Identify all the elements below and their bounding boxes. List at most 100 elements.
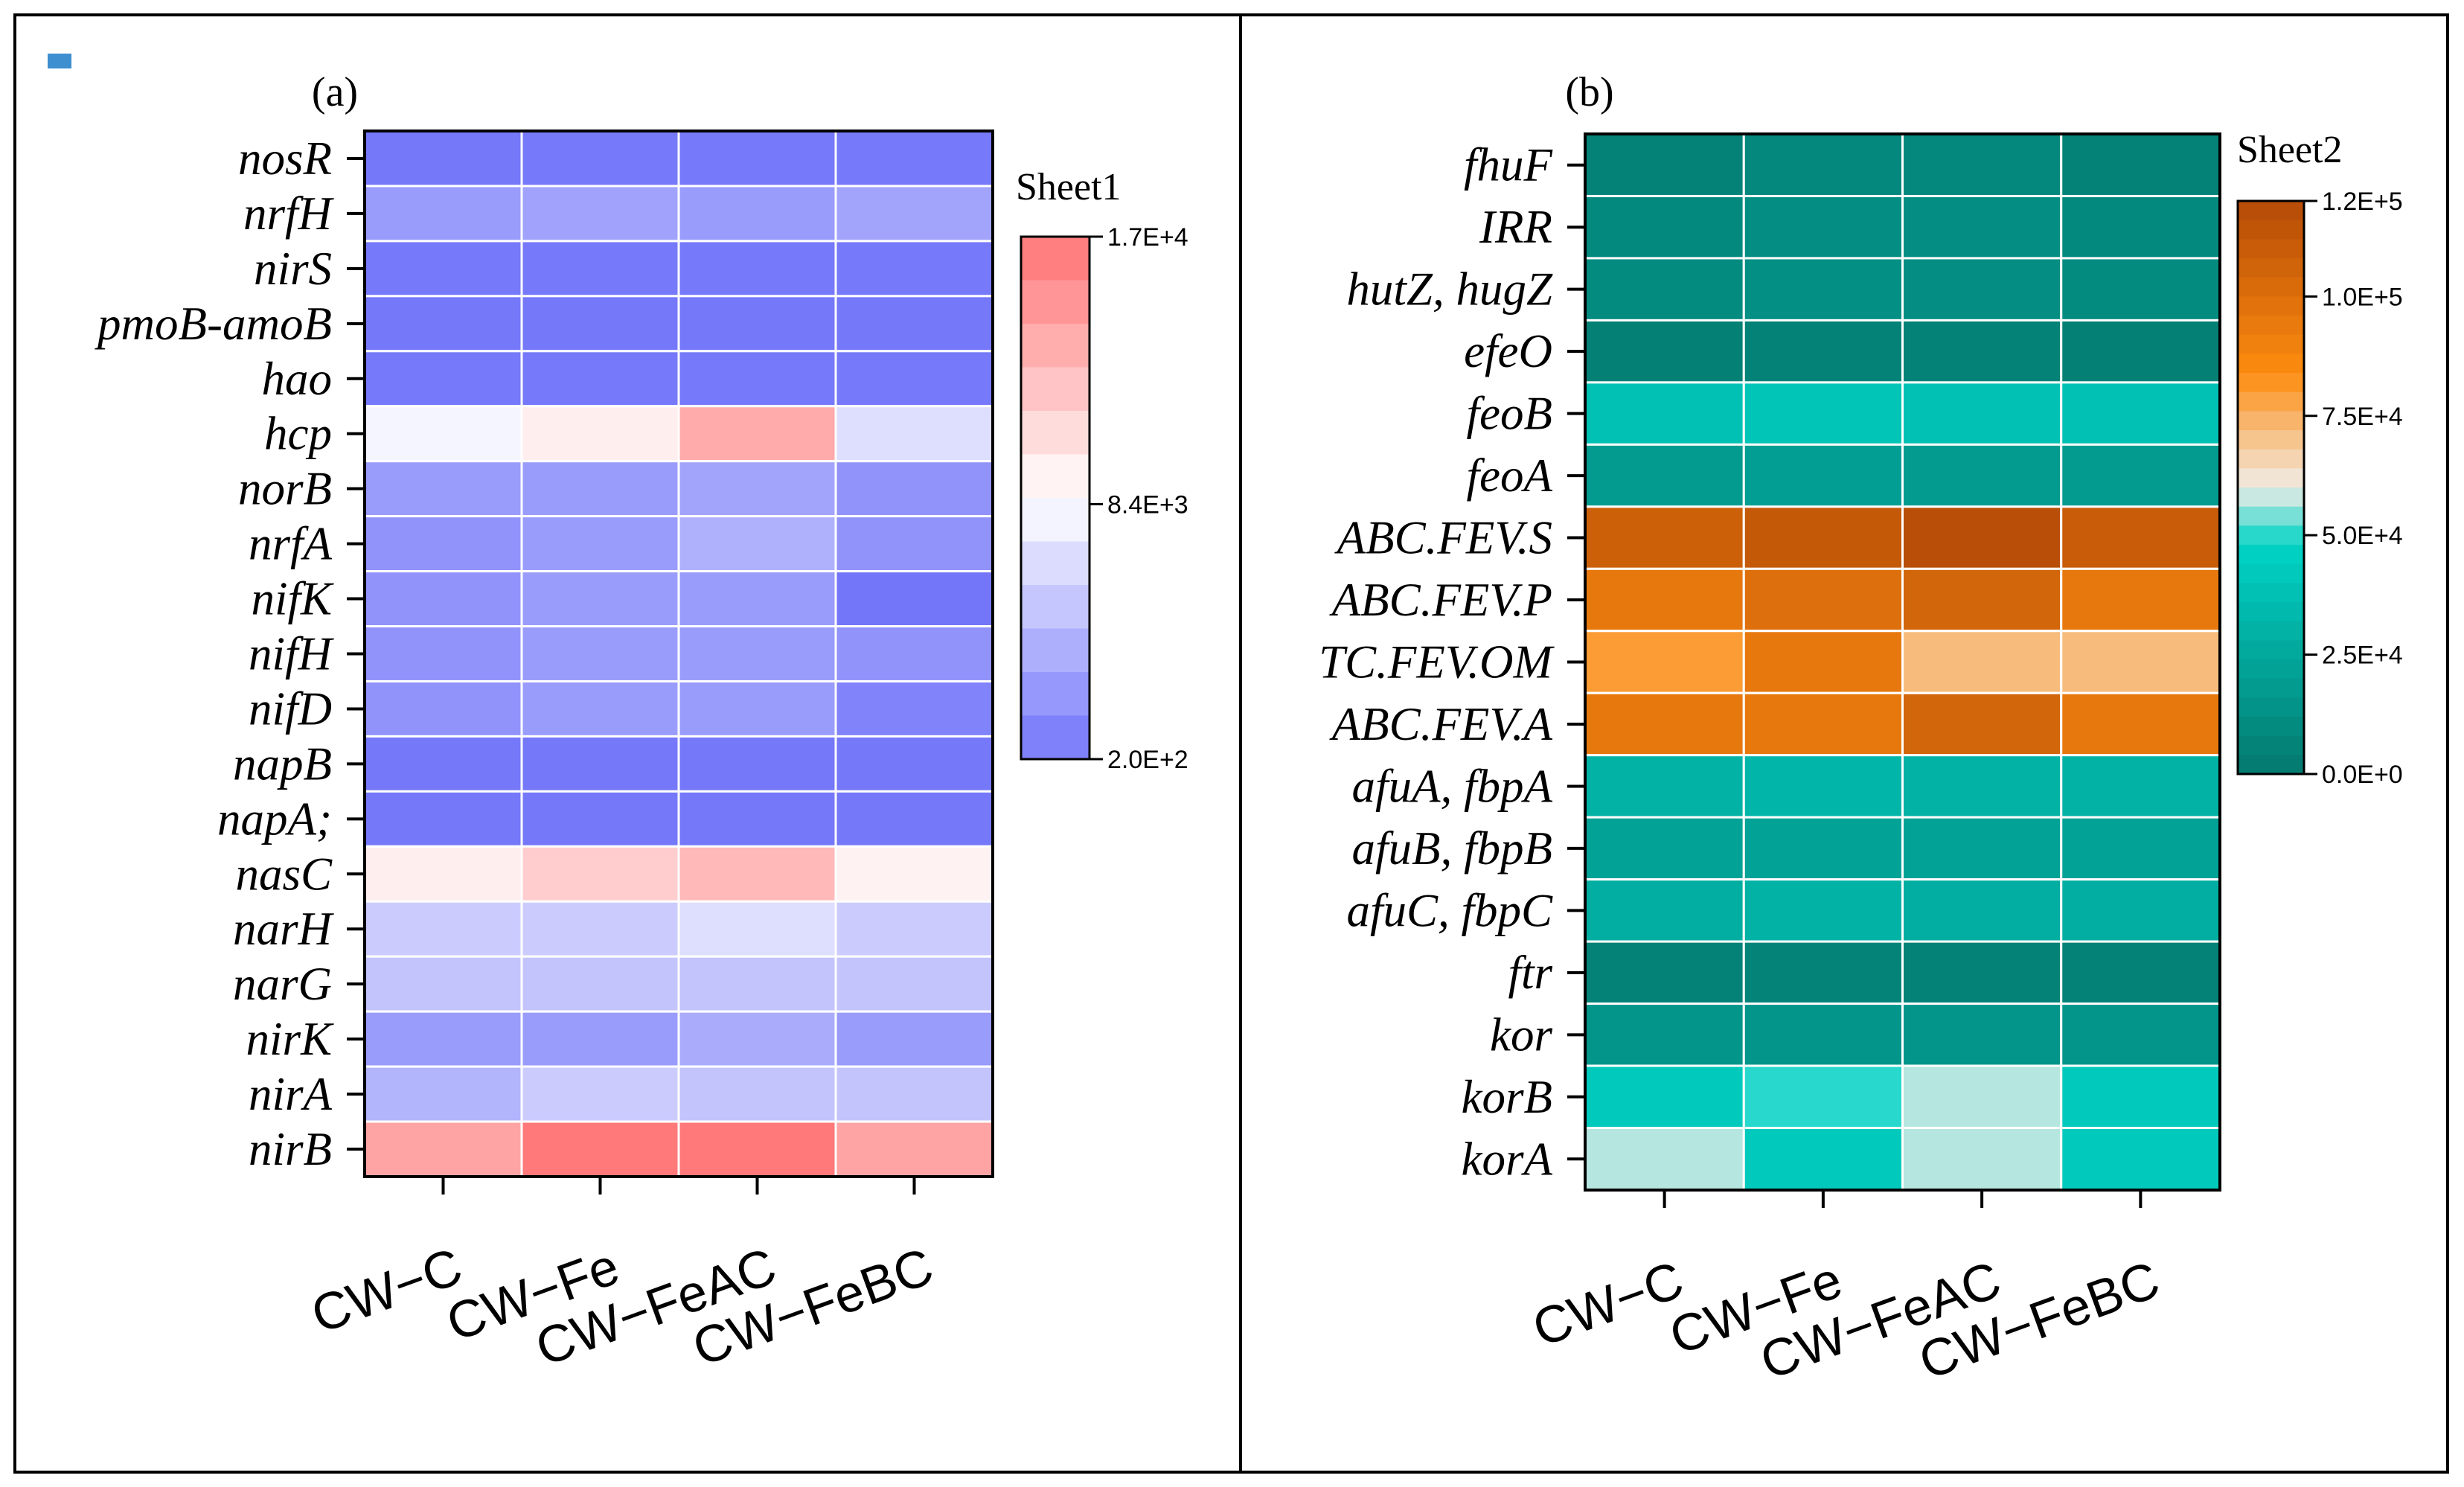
legend-color-band xyxy=(2238,640,2304,660)
gene-label: nasC xyxy=(235,848,333,900)
gene-label: efeO xyxy=(1464,325,1552,377)
heatmap-cell xyxy=(1584,816,1745,881)
heatmap-cell xyxy=(520,679,680,738)
heatmap-cell xyxy=(2060,132,2221,197)
heatmap-cell xyxy=(834,405,994,463)
gene-label: hcp xyxy=(264,408,332,460)
legend-color-band xyxy=(2238,678,2304,698)
gene-label: norB xyxy=(238,463,332,515)
gene-label: kor xyxy=(1490,1008,1552,1061)
legend-color-band xyxy=(2238,296,2304,316)
legend-color-band xyxy=(2238,430,2304,450)
heatmap-cell xyxy=(520,955,680,1013)
heatmap-cell xyxy=(834,460,994,518)
gene-label: TC.FEV.OM xyxy=(1319,636,1555,688)
heatmap-cell xyxy=(1742,1002,1904,1067)
gene-label: afuB, fbpB xyxy=(1352,822,1552,874)
heatmap-cell xyxy=(1584,132,1745,197)
legend-color-band xyxy=(1021,628,1089,673)
gene-label: IRR xyxy=(1479,201,1552,253)
heatmap-cell xyxy=(1742,1064,1904,1130)
legend-color-band xyxy=(2238,506,2304,526)
heatmap-cell xyxy=(677,405,837,463)
legend-color-band xyxy=(2238,239,2304,259)
gene-label: afuC, fbpC xyxy=(1346,884,1553,936)
heatmap-panel-a: nosRnrfHnirSpmoB-amoBhaohcpnorBnrfAnifKn… xyxy=(95,69,1188,1377)
heatmap-cell xyxy=(1901,691,2063,757)
heatmap-cell xyxy=(520,735,680,793)
panel-title: (a) xyxy=(312,69,358,115)
heatmap-cell xyxy=(1901,1002,2063,1067)
gene-label: nifH xyxy=(249,628,335,680)
heatmap-cell xyxy=(677,460,837,518)
heatmap-cell xyxy=(1742,505,1904,570)
heatmap-cell xyxy=(1584,940,1745,1005)
heatmap-cell xyxy=(2060,1127,2221,1192)
heatmap-cell xyxy=(520,790,680,848)
gene-label: napB xyxy=(233,738,332,790)
gene-label: nrfH xyxy=(243,188,335,240)
heatmap-cell xyxy=(1901,257,2063,322)
heatmap-cell xyxy=(677,625,837,682)
heatmap-cell xyxy=(520,515,680,573)
gene-label: nifK xyxy=(251,573,334,625)
heatmap-cell xyxy=(363,679,523,738)
heatmap-cell xyxy=(834,240,994,298)
heatmap-cell xyxy=(1742,878,1904,943)
heatmap-cell xyxy=(677,570,837,628)
legend-frame xyxy=(1020,235,1091,761)
heatmap-cell xyxy=(1742,940,1904,1005)
gene-label: afuA, fbpA xyxy=(1352,760,1553,812)
heatmap-cell xyxy=(2060,257,2221,322)
heatmap-cell xyxy=(1901,630,2063,694)
heatmap-cell xyxy=(1901,194,2063,260)
heatmap-cell xyxy=(1742,754,1904,819)
heatmap-cell xyxy=(520,350,680,408)
heatmap-cell xyxy=(1901,940,2063,1005)
heatmap-cell xyxy=(520,625,680,682)
legend-color-band xyxy=(2238,373,2304,393)
legend-color-band xyxy=(2238,277,2304,297)
heatmap-cell xyxy=(1742,691,1904,757)
heatmap-cell xyxy=(2060,319,2221,384)
heatmap-cell xyxy=(677,1065,837,1123)
legend-color-band xyxy=(2238,621,2304,641)
gene-label: ABC.FEV.A xyxy=(1329,698,1553,750)
heatmap-cell xyxy=(363,1120,523,1178)
heatmap-cell xyxy=(520,1120,680,1178)
gene-label: napA; xyxy=(217,793,332,845)
legend-tick-label: 1.0E+5 xyxy=(2322,283,2403,311)
heatmap-cell xyxy=(1901,443,2063,508)
legend-color-band xyxy=(1021,367,1089,412)
heatmap-cell xyxy=(834,900,994,958)
heatmap-cell xyxy=(1742,567,1904,633)
legend-color-band xyxy=(2238,468,2304,488)
heatmap-cell xyxy=(1901,816,2063,881)
heatmap-cell xyxy=(834,845,994,903)
gene-label: nirA xyxy=(249,1068,333,1120)
category-label: CW−C xyxy=(1526,1250,1691,1358)
gene-label: korB xyxy=(1462,1071,1552,1123)
legend-color-band xyxy=(1021,672,1089,717)
heatmap-cell xyxy=(2060,443,2221,508)
legend-color-band xyxy=(1021,324,1089,368)
heatmap-cell xyxy=(520,845,680,903)
legend-color-band xyxy=(2238,659,2304,679)
gene-label: nosR xyxy=(238,132,332,185)
legend-color-band xyxy=(2238,316,2304,336)
legend-color-band xyxy=(2238,755,2304,775)
legend-color-band xyxy=(2238,545,2304,565)
heatmap-cell xyxy=(1742,1127,1904,1192)
legend-color-band xyxy=(2238,449,2304,469)
heatmap-cell xyxy=(2060,878,2221,943)
heatmap-cell xyxy=(834,1010,994,1068)
heatmap-cell xyxy=(520,1065,680,1123)
legend-color-band xyxy=(2238,334,2304,354)
heatmap-cell xyxy=(834,790,994,848)
figure-border xyxy=(13,13,2449,1474)
heatmap-cell xyxy=(520,460,680,518)
gene-label: nirK xyxy=(246,1013,334,1065)
heatmap-cell xyxy=(1901,1064,2063,1130)
heatmap-cell xyxy=(2060,940,2221,1005)
heatmap-panel-b: fhuF IRR hutZ, hugZ efeO feoB feoA ABC.FEV.S AB… xyxy=(1319,69,2403,1390)
